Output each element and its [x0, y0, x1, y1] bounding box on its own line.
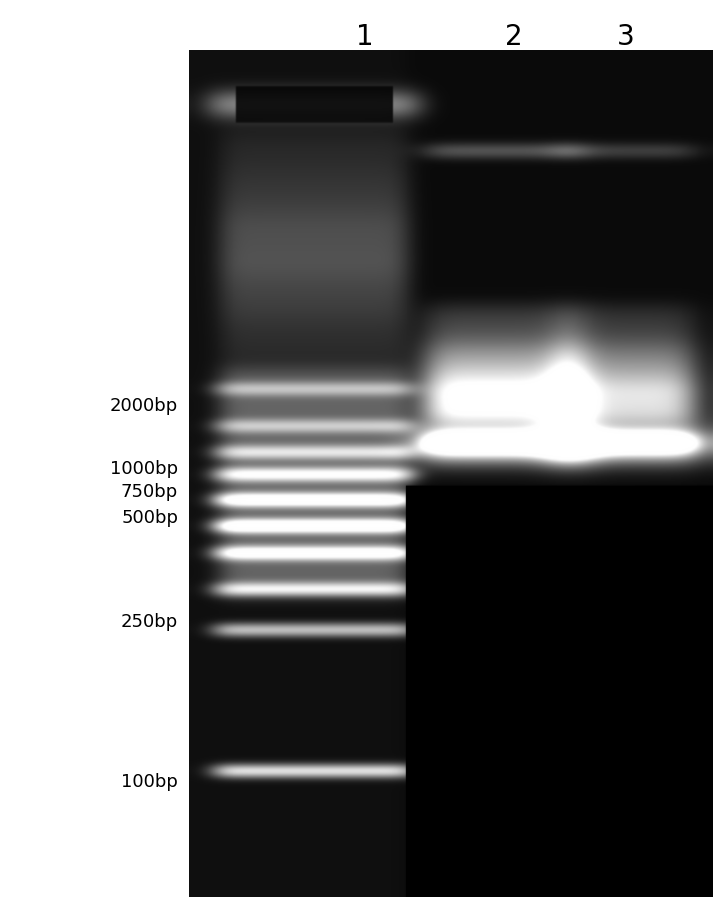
Text: 250bp: 250bp [121, 613, 178, 630]
Text: 2: 2 [505, 23, 523, 50]
Text: 100bp: 100bp [121, 773, 178, 791]
Text: 500bp: 500bp [121, 510, 178, 527]
Text: 1: 1 [356, 23, 373, 50]
Text: 3: 3 [617, 23, 635, 50]
Text: 750bp: 750bp [121, 483, 178, 501]
Text: 2000bp: 2000bp [110, 397, 178, 414]
Text: 1000bp: 1000bp [110, 460, 178, 479]
